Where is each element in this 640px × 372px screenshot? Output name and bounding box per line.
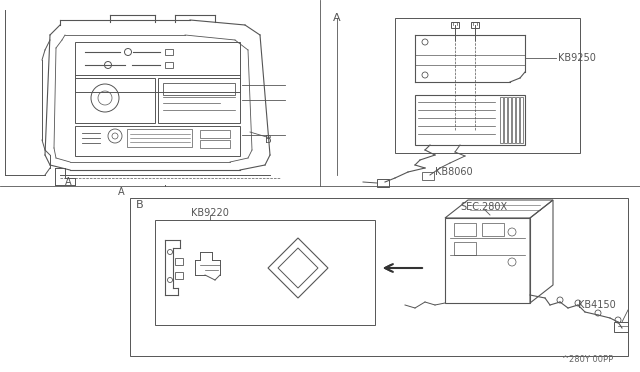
Bar — [500, 97, 503, 143]
Bar — [520, 97, 523, 143]
Text: KB4150: KB4150 — [578, 300, 616, 310]
Text: KB9220: KB9220 — [191, 208, 229, 218]
Bar — [158, 78, 240, 123]
Bar — [471, 22, 479, 28]
Bar — [512, 97, 515, 143]
Text: A: A — [65, 177, 71, 187]
Bar — [165, 62, 173, 68]
Text: ^280Y 00PP: ^280Y 00PP — [562, 356, 613, 365]
Bar — [454, 223, 476, 236]
Bar — [395, 18, 580, 153]
Text: B: B — [136, 200, 143, 210]
Bar — [155, 220, 375, 325]
Bar — [422, 172, 434, 180]
Bar — [75, 78, 155, 123]
Bar — [415, 95, 525, 145]
Bar — [75, 126, 240, 156]
Bar — [504, 97, 507, 143]
Bar — [377, 179, 389, 187]
Bar — [482, 223, 504, 236]
Text: A: A — [333, 13, 340, 23]
Bar — [451, 22, 459, 28]
Bar — [127, 129, 192, 147]
Bar — [130, 198, 628, 356]
Bar — [614, 322, 628, 332]
Bar — [165, 49, 173, 55]
Bar — [516, 97, 519, 143]
Bar — [445, 218, 530, 303]
Bar — [200, 140, 230, 148]
Bar — [454, 242, 476, 255]
Bar — [163, 83, 235, 95]
Bar — [175, 258, 183, 265]
Bar — [200, 130, 230, 138]
Text: A: A — [118, 187, 125, 197]
Text: B: B — [265, 135, 272, 145]
Text: KB9250: KB9250 — [558, 53, 596, 63]
Bar — [75, 42, 240, 92]
Text: KB8060: KB8060 — [435, 167, 472, 177]
Text: SEC.280X: SEC.280X — [460, 202, 507, 212]
Bar — [175, 272, 183, 279]
Bar — [508, 97, 511, 143]
